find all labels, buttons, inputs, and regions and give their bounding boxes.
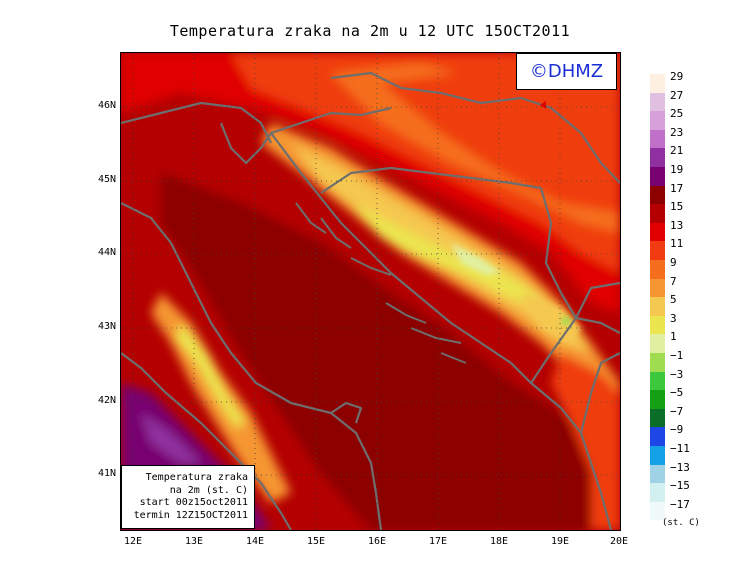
x-tick-15e: 15E — [306, 536, 326, 547]
legend-swatch — [650, 371, 665, 391]
adriatic-islands — [295, 202, 467, 364]
legend-label: −5 — [670, 386, 684, 400]
coastline-croatia — [270, 132, 582, 434]
legend-swatch — [650, 129, 665, 149]
temp-band-dinaric-3 — [351, 203, 541, 303]
temp-band-adriatic-17 — [161, 173, 620, 530]
legend-swatch — [650, 315, 665, 335]
info-line-3: start 00z15oct2011 — [139, 497, 248, 508]
legend-swatch — [650, 241, 665, 260]
border-croatia-bosnia — [320, 166, 542, 194]
legend-swatch — [650, 185, 665, 205]
legend-swatch — [650, 204, 665, 223]
legend-swatch — [650, 427, 665, 446]
legend-swatch — [650, 334, 665, 353]
legend-label: −11 — [670, 442, 690, 455]
y-tick-43n: 43N — [97, 321, 116, 332]
legend-label: 5 — [670, 293, 677, 307]
legend-swatch — [650, 353, 665, 372]
legend-swatch — [650, 167, 665, 186]
x-tick-12e: 12E — [123, 536, 143, 547]
temperature-map — [120, 52, 621, 531]
map-title: Temperatura zraka na 2m u 12 UTC 15OCT20… — [169, 22, 571, 40]
legend-swatch — [650, 390, 665, 409]
info-line-4: termin 12Z15OCT2011 — [133, 509, 248, 521]
legend-label: −3 — [670, 367, 684, 381]
legend-swatch — [650, 501, 665, 521]
red-marker-north — [540, 101, 546, 109]
dhmz-logo: ©DHMZ — [516, 53, 617, 90]
coastline-albania — [579, 432, 613, 530]
border-kosovo — [575, 281, 620, 319]
x-tick-14e: 14E — [245, 536, 265, 547]
legend-swatch — [650, 111, 665, 130]
legend-swatch — [650, 297, 665, 316]
legend-label: 13 — [670, 218, 684, 232]
info-line-2: na 2m (st. C) — [169, 484, 248, 496]
y-tick-44n: 44N — [97, 247, 116, 258]
legend-label: 3 — [670, 311, 677, 325]
legend-label: 21 — [670, 144, 684, 158]
x-tick-20e: 20E — [609, 536, 629, 547]
y-tick-45n: 45N — [97, 174, 116, 185]
legend-label: 19 — [670, 163, 684, 176]
legend-label: 15 — [670, 200, 684, 214]
x-tick-18e: 18E — [489, 536, 509, 547]
legend-label: 23 — [670, 125, 684, 139]
graticule — [121, 53, 620, 530]
legend-swatch — [650, 260, 665, 279]
coastline-istria — [219, 122, 272, 165]
legend-swatch — [650, 92, 665, 112]
info-line-1: Temperatura zraka — [145, 472, 248, 483]
legend-units: (st. C) — [662, 518, 700, 528]
legend-label: 1 — [670, 330, 677, 344]
legend-label: 7 — [670, 274, 677, 288]
legend-label: −1 — [670, 349, 684, 362]
legend-label: −9 — [670, 423, 684, 437]
legend-label: 27 — [670, 88, 684, 102]
legend-swatch — [650, 446, 665, 465]
border-bosnia-serbia — [539, 187, 577, 319]
legend-label: 9 — [670, 256, 677, 269]
legend-swatch — [650, 464, 665, 484]
legend-swatch — [650, 278, 665, 298]
y-tick-42n: 42N — [97, 395, 116, 406]
temp-band-albania-11 — [551, 353, 620, 530]
map-canvas — [121, 53, 620, 530]
y-tick-41n: 41N — [97, 468, 116, 479]
temp-band-tyrrhenian-23 — [141, 413, 201, 463]
legend-swatch — [650, 483, 665, 502]
legend-label: 17 — [670, 181, 684, 195]
legend-label: 11 — [670, 237, 684, 251]
legend-swatch — [650, 148, 665, 167]
y-tick-46n: 46N — [97, 100, 116, 111]
forecast-info-box: Temperatura zraka na 2m (st. C) start 00… — [121, 465, 255, 529]
legend-label: 29 — [670, 70, 684, 83]
border-slovenia-croatia — [270, 106, 392, 135]
temp-band-bosnia-1 — [451, 243, 501, 275]
legend-label: −13 — [670, 460, 690, 474]
legend-swatch — [650, 222, 665, 242]
coastline-gargano — [330, 401, 363, 424]
temp-band-italy-5 — [176, 323, 246, 428]
x-tick-19e: 19E — [550, 536, 570, 547]
x-tick-16e: 16E — [367, 536, 387, 547]
border-albania-north — [579, 352, 620, 434]
legend-swatch — [650, 74, 665, 93]
legend-label: 25 — [670, 107, 684, 121]
legend-label: −15 — [670, 479, 690, 493]
border-croatia-hungary — [330, 71, 522, 105]
legend-swatch — [650, 408, 665, 428]
temp-spot-montenegro-1 — [561, 316, 571, 326]
x-tick-17e: 17E — [428, 536, 448, 547]
x-tick-13e: 13E — [184, 536, 204, 547]
legend-label: −7 — [670, 404, 684, 418]
coastline-italy-north — [121, 101, 272, 144]
coastline-tyrrhenian — [121, 352, 292, 530]
legend-label: −17 — [670, 497, 690, 511]
coastline-italy-east — [121, 202, 383, 530]
